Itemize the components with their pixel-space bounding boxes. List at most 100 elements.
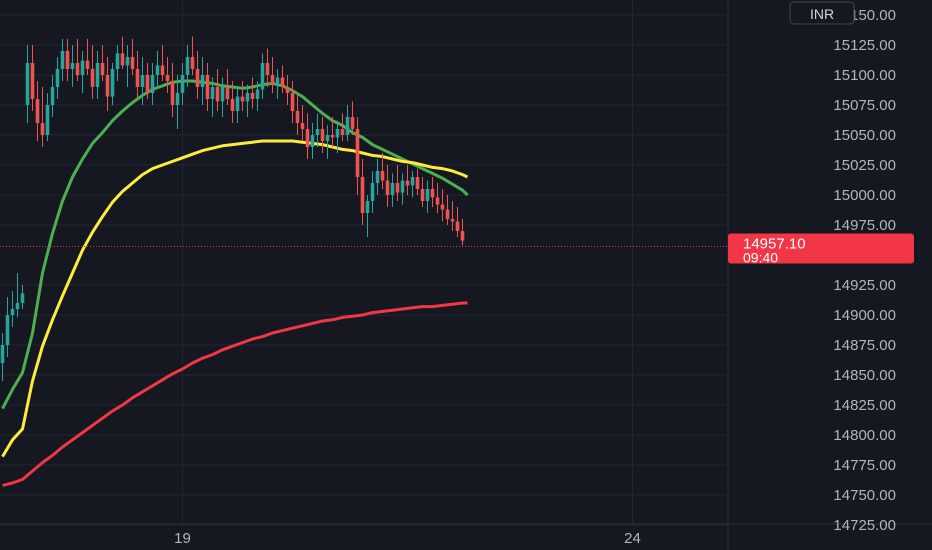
candle [355,117,360,195]
price-axis[interactable]: 15150.0015125.0015100.0015075.0015050.00… [833,7,896,534]
candle [295,93,300,135]
candle [285,75,290,105]
last-price-value: 14957.10 [743,236,806,253]
x-tick-label: 19 [174,530,191,547]
candle [230,81,235,123]
candle [205,63,210,111]
y-tick-label: 15025.00 [833,157,896,174]
y-tick-label: 15100.00 [833,67,896,84]
candle [460,219,465,246]
candle [360,159,365,225]
time-axis[interactable]: 19 24 [174,530,641,547]
candle [105,57,110,111]
candle [65,39,70,81]
y-tick-label: 14975.00 [833,217,896,234]
candle [330,117,335,147]
candle [395,165,400,201]
candle [280,65,285,93]
y-tick-label: 14850.00 [833,367,896,384]
y-tick-label: 14725.00 [833,517,896,534]
y-tick-label: 14900.00 [833,307,896,324]
candle [335,120,340,153]
candle [140,57,145,105]
x-tick-label: 24 [624,530,641,547]
candle [210,77,215,117]
candle [220,77,225,117]
candle [85,39,90,75]
candle [175,75,180,129]
candle [50,75,55,117]
moving-average-line-3 [2,301,468,487]
candle [180,63,185,105]
candle [430,177,435,207]
candle [80,51,85,93]
candle [365,195,370,237]
candle [260,53,265,99]
moving-average-line-2 [1,139,469,458]
candle [145,63,150,99]
candle [125,45,130,87]
candle [445,195,450,225]
candle [100,45,105,81]
candle [60,39,65,81]
y-tick-label: 14875.00 [833,337,896,354]
candle [290,81,295,123]
candle [115,45,120,81]
candle [415,168,420,195]
candle [235,87,240,123]
candle [55,57,60,99]
candle [20,285,25,309]
countdown-timer: 09:40 [743,250,778,266]
candle [40,87,45,147]
candle [25,45,30,123]
candle [420,177,425,207]
candle [410,171,415,198]
candle [255,81,260,111]
candle [170,63,175,117]
candle [200,57,205,105]
y-tick-label: 14925.00 [833,277,896,294]
candle [310,123,315,159]
currency-badge-label: INR [810,6,834,22]
y-tick-label: 14825.00 [833,397,896,414]
candle [155,51,160,87]
y-tick-label: 15125.00 [833,37,896,54]
candle [195,51,200,99]
candles [0,36,465,381]
currency-badge[interactable]: INR [789,1,855,25]
candle [275,69,280,99]
candle [70,45,75,87]
candle [370,171,375,213]
candle [325,125,330,159]
candle [130,39,135,75]
candle [240,81,245,111]
candle [390,173,395,207]
candle [305,113,310,159]
candle [265,48,270,87]
candle [15,273,20,318]
y-tick-label: 14750.00 [833,487,896,504]
candle [215,69,220,111]
candle [380,153,385,189]
candle [435,183,440,213]
candle [345,105,350,141]
candle [5,297,10,357]
candle [160,45,165,81]
candle [450,201,455,231]
candle [190,36,195,75]
candle [385,165,390,207]
candle [35,81,40,141]
candle [375,159,380,195]
candle [270,57,275,93]
candle [0,333,5,381]
candle [95,51,100,99]
candle [90,45,95,99]
candle [250,77,255,109]
y-tick-label: 14775.00 [833,457,896,474]
candle [320,117,325,153]
y-tick-label: 14800.00 [833,427,896,444]
candle [300,105,305,141]
candle [440,189,445,222]
